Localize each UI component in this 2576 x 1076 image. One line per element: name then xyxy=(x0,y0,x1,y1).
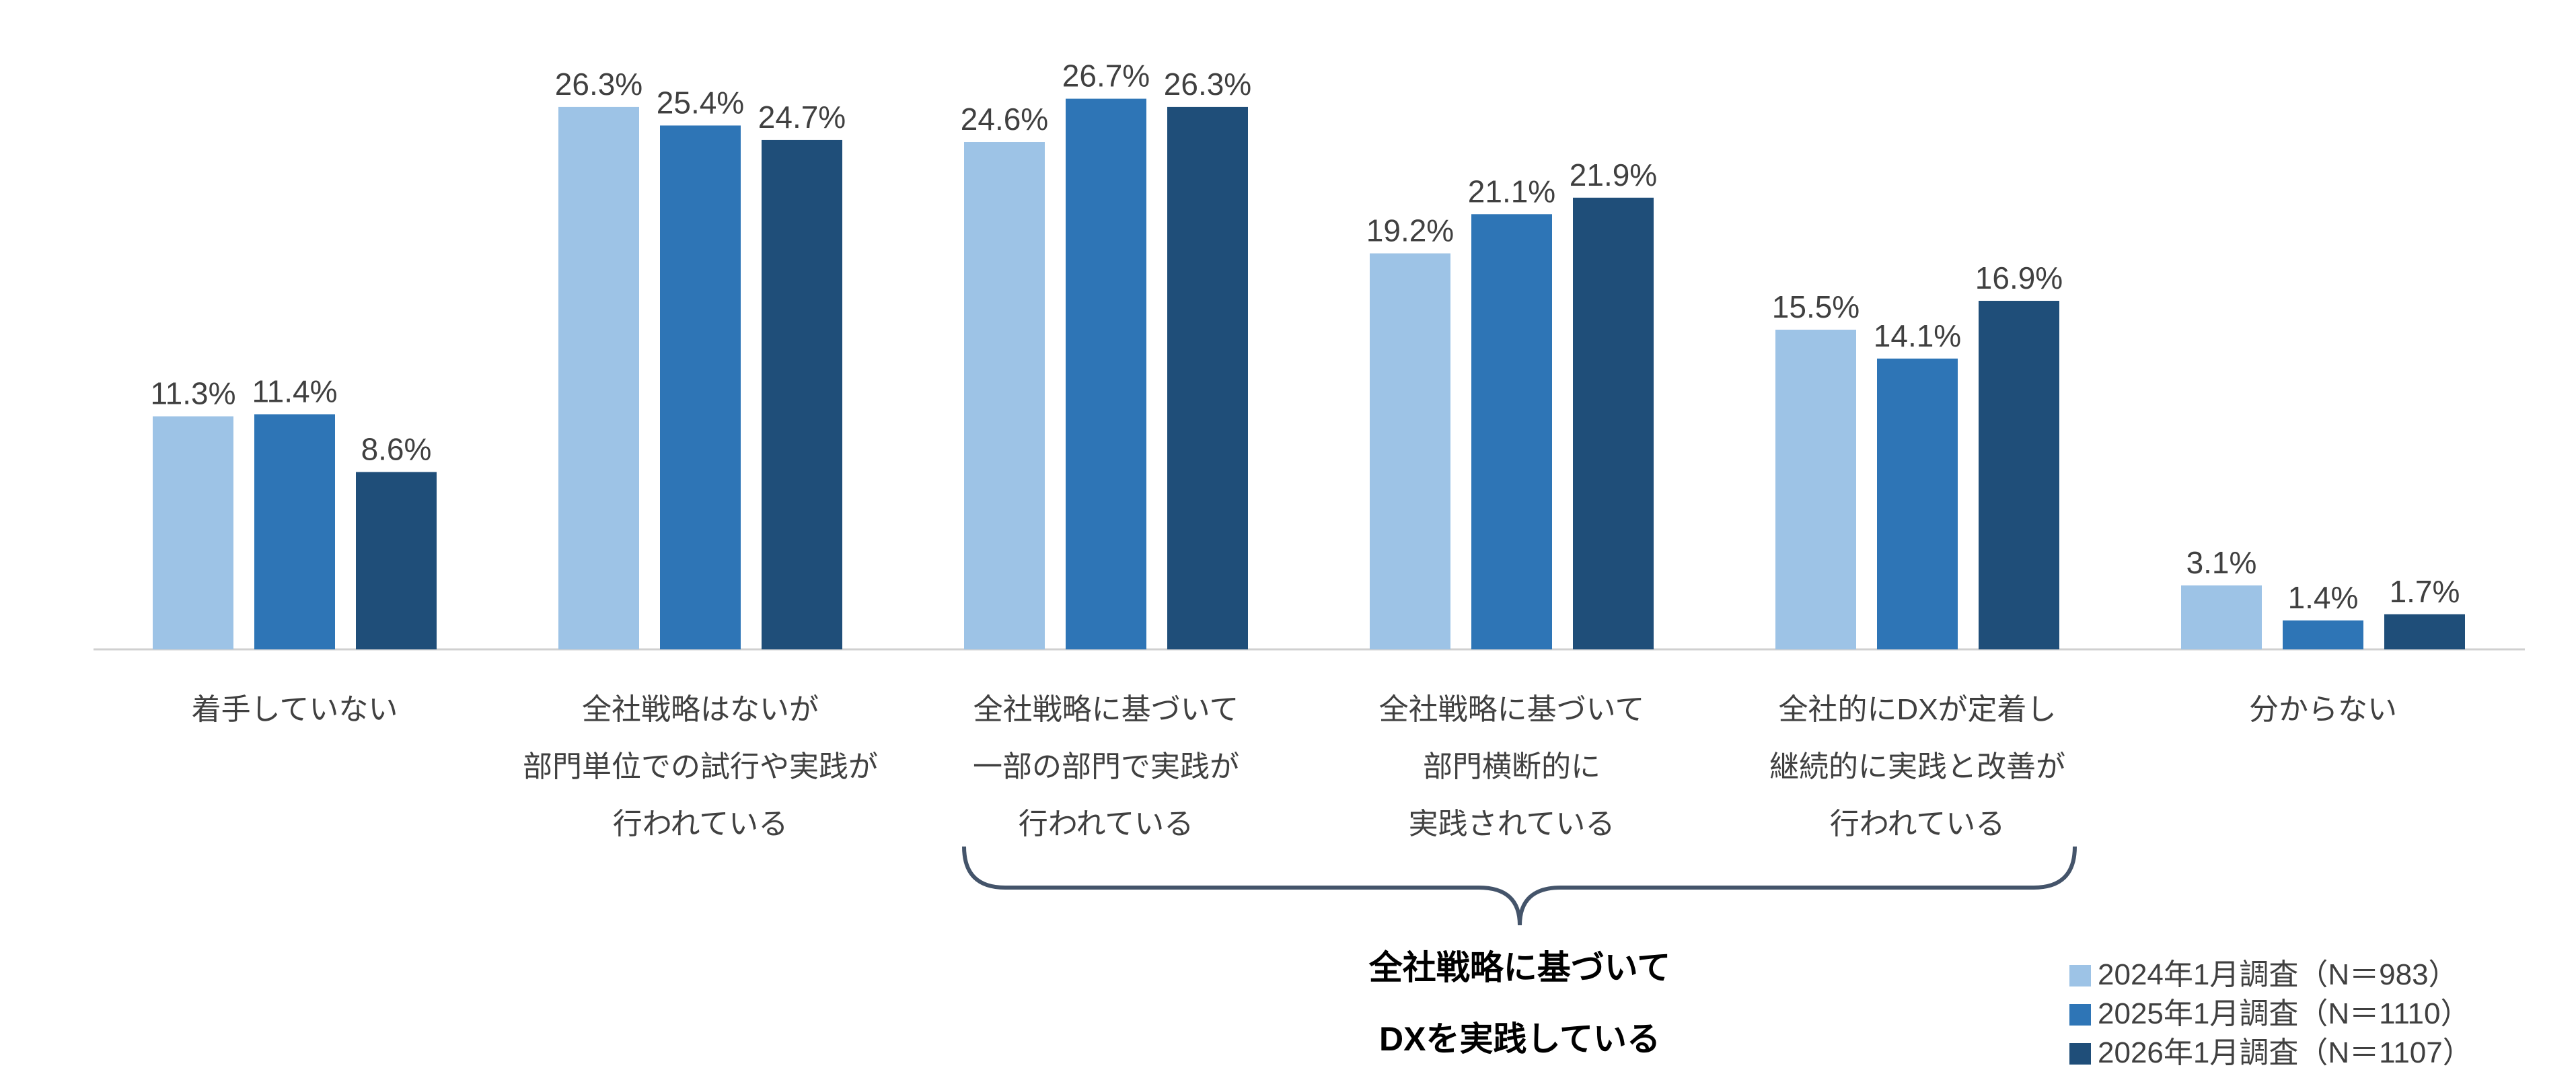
value-label: 3.1% xyxy=(2186,545,2257,580)
bar xyxy=(1573,197,1654,649)
x-tick-label: 全社的にDXが定着し 継続的に実践と改善が 行われている xyxy=(1769,693,2065,840)
value-label: 26.3% xyxy=(1164,67,1251,102)
bar xyxy=(1370,253,1450,649)
bar xyxy=(254,414,335,649)
bar xyxy=(356,472,437,649)
value-label: 1.7% xyxy=(2390,574,2460,609)
bar xyxy=(1979,301,2059,649)
value-label: 11.3% xyxy=(150,376,235,411)
bar xyxy=(1167,106,1248,649)
value-label: 26.7% xyxy=(1062,59,1150,94)
bar xyxy=(1877,358,1958,649)
value-label: 21.9% xyxy=(1570,157,1657,192)
value-label: 14.1% xyxy=(1874,318,1961,353)
bar xyxy=(762,139,842,649)
x-tick-label: 全社戦略に基づいて 部門横断的に 実践されている xyxy=(1378,693,1645,840)
value-label: 1.4% xyxy=(2288,580,2359,615)
value-label: 8.6% xyxy=(361,431,432,466)
bracket xyxy=(962,846,2077,926)
bar xyxy=(1066,98,1146,649)
x-tick-label: 全社戦略に基づいて 一部の部門で実践が 行われている xyxy=(973,693,1239,840)
value-label: 16.9% xyxy=(1975,260,2063,295)
x-tick-label: 着手していない xyxy=(191,693,398,726)
value-label: 15.5% xyxy=(1772,289,1860,324)
x-tick-label: 全社戦略はないが 部門単位での試行や実践が 行われている xyxy=(523,693,878,840)
bar xyxy=(2181,585,2262,649)
bar xyxy=(2283,620,2363,649)
value-label: 24.7% xyxy=(758,100,846,135)
bar xyxy=(153,416,233,649)
value-label: 21.1% xyxy=(1468,174,1555,209)
legend-label: 2025年1月調査（N＝1110） xyxy=(2098,997,2470,1030)
legend-swatch xyxy=(2069,1043,2091,1065)
bar xyxy=(1775,329,1856,649)
value-label: 24.6% xyxy=(961,102,1048,137)
bar xyxy=(558,106,639,649)
legend-item: 2026年1月調査（N＝1107） xyxy=(2069,1028,2472,1071)
legend-swatch xyxy=(2069,965,2091,987)
legend-label: 2024年1月調査（N＝983） xyxy=(2098,958,2458,991)
bar xyxy=(964,142,1045,649)
value-label: 11.4% xyxy=(252,374,337,409)
value-label: 26.3% xyxy=(555,67,642,102)
value-label: 25.4% xyxy=(657,85,744,120)
legend-item: 2024年1月調査（N＝983） xyxy=(2069,950,2458,993)
bar xyxy=(1471,214,1552,649)
value-label: 19.2% xyxy=(1366,213,1454,248)
legend-swatch xyxy=(2069,1004,2091,1026)
x-tick-label: 分からない xyxy=(2249,693,2397,726)
annotation: 全社戦略に基づいて DXを実践している xyxy=(1368,949,1671,1058)
legend-label: 2026年1月調査（N＝1107） xyxy=(2098,1036,2472,1069)
bar xyxy=(2384,614,2465,649)
bar xyxy=(660,125,741,650)
legend-item: 2025年1月調査（N＝1110） xyxy=(2069,989,2470,1032)
